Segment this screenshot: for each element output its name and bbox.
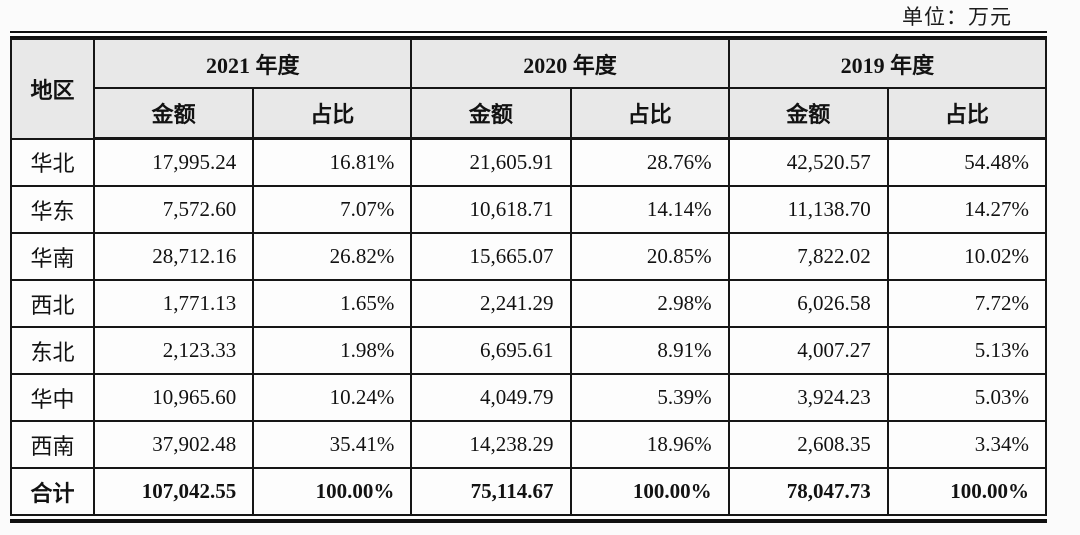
amount-cell: 21,605.91 xyxy=(410,137,572,187)
amount-cell: 75,114.67 xyxy=(410,467,572,516)
share-cell: 5.13% xyxy=(886,326,1048,375)
table-row: 华北 17,995.24 16.81% 21,605.91 28.76% 42,… xyxy=(9,137,1048,187)
region-cell: 华中 xyxy=(9,373,96,422)
share-cell: 7.72% xyxy=(886,279,1048,328)
amount-cell: 15,665.07 xyxy=(410,232,572,281)
total-row: 合计 107,042.55 100.00% 75,114.67 100.00% … xyxy=(9,467,1048,516)
share-cell: 100.00% xyxy=(886,467,1048,516)
amount-cell: 37,902.48 xyxy=(93,420,255,469)
amount-cell: 11,138.70 xyxy=(727,185,889,234)
region-cell: 华南 xyxy=(9,232,96,281)
share-cell: 7.07% xyxy=(252,185,413,234)
share-cell: 8.91% xyxy=(569,326,730,375)
table-body: 华北 17,995.24 16.81% 21,605.91 28.76% 42,… xyxy=(9,137,1048,516)
amount-cell: 28,712.16 xyxy=(93,232,255,281)
table-row: 西北 1,771.13 1.65% 2,241.29 2.98% 6,026.5… xyxy=(9,279,1048,328)
table-row: 华东 7,572.60 7.07% 10,618.71 14.14% 11,13… xyxy=(9,185,1048,234)
share-header-2021: 占比 xyxy=(252,87,413,140)
unit-label: 单位：万元 xyxy=(902,5,1012,29)
amount-cell: 2,608.35 xyxy=(727,420,889,469)
amount-cell: 6,026.58 xyxy=(727,279,889,328)
region-cell: 华北 xyxy=(9,137,96,187)
share-cell: 28.76% xyxy=(569,137,730,187)
amount-cell: 42,520.57 xyxy=(727,137,889,187)
share-cell: 5.03% xyxy=(886,373,1048,422)
amount-cell: 2,241.29 xyxy=(410,279,572,328)
amount-cell: 4,049.79 xyxy=(410,373,572,422)
amount-cell: 78,047.73 xyxy=(727,467,889,516)
amount-cell: 10,965.60 xyxy=(93,373,255,422)
year-header-row: 地区 2021 年度 2020 年度 2019 年度 xyxy=(9,38,1048,140)
amount-cell: 3,924.23 xyxy=(727,373,889,422)
sub-header-row: 金额 占比 金额 占比 金额 占比 xyxy=(11,87,1048,140)
region-cell: 西南 xyxy=(9,420,96,469)
amount-header-2021: 金额 xyxy=(93,87,255,140)
table-row: 华南 28,712.16 26.82% 15,665.07 20.85% 7,8… xyxy=(9,232,1048,281)
share-cell: 54.48% xyxy=(886,137,1048,187)
share-cell: 10.24% xyxy=(252,373,413,422)
share-cell: 2.98% xyxy=(569,279,730,328)
share-header-2020: 占比 xyxy=(569,87,730,140)
table-header: 地区 2021 年度 2020 年度 2019 年度 金额 占比 金额 占比 金… xyxy=(9,38,1048,140)
table-row: 华中 10,965.60 10.24% 4,049.79 5.39% 3,924… xyxy=(9,373,1048,422)
amount-cell: 7,822.02 xyxy=(727,232,889,281)
share-header-2019: 占比 xyxy=(886,87,1048,140)
amount-header-2019: 金额 xyxy=(727,87,889,140)
amount-cell: 17,995.24 xyxy=(93,137,255,187)
amount-cell: 10,618.71 xyxy=(410,185,572,234)
share-cell: 20.85% xyxy=(569,232,730,281)
region-column-header: 地区 xyxy=(9,38,96,140)
amount-cell: 1,771.13 xyxy=(93,279,255,328)
amount-cell: 107,042.55 xyxy=(93,467,255,516)
share-cell: 3.34% xyxy=(886,420,1048,469)
amount-cell: 7,572.60 xyxy=(93,185,255,234)
region-cell: 东北 xyxy=(9,326,96,375)
amount-cell: 14,238.29 xyxy=(410,420,572,469)
share-cell: 1.98% xyxy=(252,326,413,375)
share-cell: 100.00% xyxy=(252,467,413,516)
regional-revenue-table: 地区 2021 年度 2020 年度 2019 年度 金额 占比 金额 占比 金… xyxy=(9,38,1048,516)
share-cell: 10.02% xyxy=(886,232,1048,281)
share-cell: 14.14% xyxy=(569,185,730,234)
share-cell: 35.41% xyxy=(252,420,413,469)
year-2021-header: 2021 年度 xyxy=(93,38,413,89)
region-cell: 合计 xyxy=(9,467,96,516)
share-cell: 5.39% xyxy=(569,373,730,422)
year-2020-header: 2020 年度 xyxy=(410,38,730,89)
amount-cell: 2,123.33 xyxy=(93,326,255,375)
share-cell: 16.81% xyxy=(252,137,413,187)
table-row: 东北 2,123.33 1.98% 6,695.61 8.91% 4,007.2… xyxy=(9,326,1048,375)
year-2019-header: 2019 年度 xyxy=(727,38,1048,89)
share-cell: 1.65% xyxy=(252,279,413,328)
amount-cell: 6,695.61 xyxy=(410,326,572,375)
share-cell: 100.00% xyxy=(569,467,730,516)
share-cell: 18.96% xyxy=(569,420,730,469)
share-cell: 26.82% xyxy=(252,232,413,281)
table-row: 西南 37,902.48 35.41% 14,238.29 18.96% 2,6… xyxy=(9,420,1048,469)
amount-cell: 4,007.27 xyxy=(727,326,889,375)
amount-header-2020: 金额 xyxy=(410,87,572,140)
share-cell: 14.27% xyxy=(886,185,1048,234)
regional-revenue-table-wrap: 地区 2021 年度 2020 年度 2019 年度 金额 占比 金额 占比 金… xyxy=(9,31,1048,523)
region-cell: 华东 xyxy=(9,185,96,234)
region-cell: 西北 xyxy=(9,279,96,328)
